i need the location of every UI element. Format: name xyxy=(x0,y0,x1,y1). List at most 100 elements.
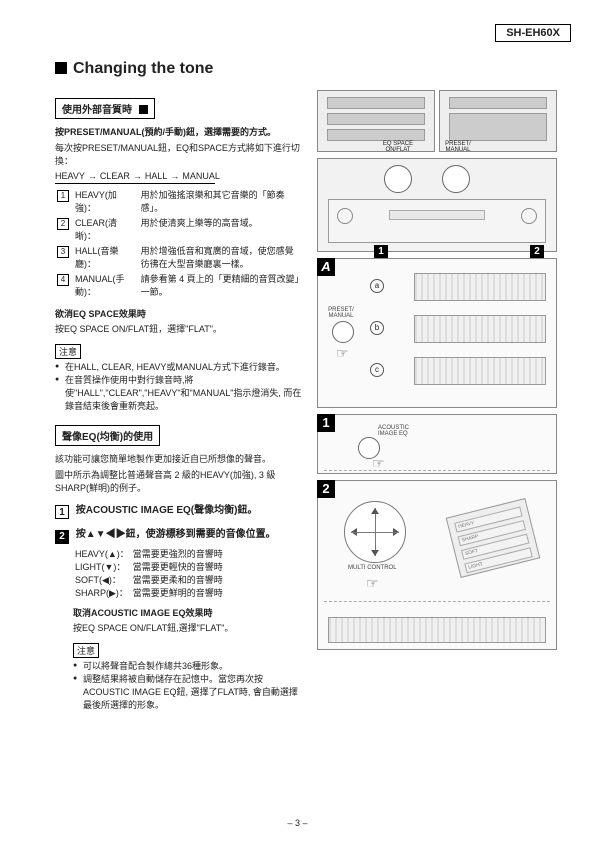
right-column: EQ SPACE ON/FLAT PRESET/ MANUAL 1 2 A a … xyxy=(317,90,557,714)
content-columns: 使用外部音質時 按PRESET/MANUAL(預約/手動)鈕，選擇需要的方式。 … xyxy=(55,90,565,714)
dir-desc: 當需要更柔和的音響時 xyxy=(131,574,225,587)
dir-label: HEAVY(▲)： xyxy=(73,548,131,561)
bottom-eq-strip-icon xyxy=(328,617,546,643)
preset-manual-knob-icon xyxy=(442,165,470,193)
model-number-box: SH-EH60X xyxy=(495,24,571,42)
mode-label: CLEAR(清晰)： xyxy=(73,216,139,244)
table-row: SHARP(▶)：當需要更鮮明的音響時 xyxy=(73,587,225,600)
section1-heading-text: 使用外部音質時 xyxy=(62,105,132,116)
left-arrow-icon xyxy=(351,528,357,536)
dotted-separator-icon xyxy=(324,601,550,602)
list-item: 可以將聲音配合製作總共36種形象。 xyxy=(73,660,303,673)
down-arrow-icon xyxy=(371,550,379,556)
mode-desc: 用於增強低音和寬廣的音域，使您感覺彷彿在大型音樂廳裏一樣。 xyxy=(139,244,303,272)
top-units-illustration xyxy=(317,90,557,152)
eq-strip-a-icon xyxy=(414,273,546,301)
dir-label: SOFT(◀)： xyxy=(73,574,131,587)
title-bullet-icon xyxy=(55,62,67,74)
mode-definitions: 1HEAVY(加強)：用於加強搖滾樂和其它音樂的「節奏感」。 2CLEAR(清晰… xyxy=(55,188,303,300)
circle-a-icon: a xyxy=(370,279,384,293)
step-2-text: 按▲▼◀▶鈕，使游標移到需要的音像位置。 xyxy=(76,529,276,540)
table-row: SOFT(◀)：當需要更柔和的音響時 xyxy=(73,574,225,587)
section2-p2: 圖中所示為調整比普通聲音高 2 級的HEAVY(加強), 3 級SHARP(鮮明… xyxy=(55,469,303,495)
panel-a-label-icon: A xyxy=(317,258,335,276)
mode-desc: 請參看第 4 頁上的「更精細的音質改變」一節。 xyxy=(139,272,303,300)
right-arrow-icon xyxy=(393,528,399,536)
step-1-number-icon: 1 xyxy=(55,505,69,519)
eq-space-knob-icon xyxy=(384,165,412,193)
mode-sequence: HEAVY→CLEAR→HALL→MANUAL xyxy=(55,171,303,184)
panel-a-illustration: A a b c PRESET/ MANUAL ☞ xyxy=(317,258,557,408)
table-row: 1HEAVY(加強)：用於加強搖滾樂和其它音樂的「節奏感」。 xyxy=(55,188,303,216)
title-text: Changing the tone xyxy=(73,60,213,77)
list-item: 調整結果將被自動儲存在記憶中。當您再次按ACOUSTIC IMAGE EQ鈕, … xyxy=(73,673,303,712)
table-row: 4 MANUAL(手動)：請參看第 4 頁上的「更精細的音質改變」一節。 xyxy=(55,272,303,300)
step-2: 2 按▲▼◀▶鈕，使游標移到需要的音像位置。 xyxy=(55,525,303,544)
dir-label: LIGHT(▼)： xyxy=(73,561,131,574)
panel-2-label-icon: 2 xyxy=(317,480,335,498)
notes-list-1: 在HALL, CLEAR, HEAVY或MANUAL方式下進行錄音。 在音質操作… xyxy=(55,361,303,413)
section2-p1: 該功能可讓您簡單地製作更加接近自已所想像的聲音。 xyxy=(55,453,303,466)
direction-modes: HEAVY(▲)：當需要更強烈的音響時 LIGHT(▼)：當需要更輕快的音響時 … xyxy=(73,548,303,712)
mode-desc: 用於使清爽上樂等的高音域。 xyxy=(139,216,303,244)
small-knob-icon xyxy=(521,208,537,224)
receiver-body-icon xyxy=(328,199,546,243)
callout-2-icon: 2 xyxy=(530,245,544,259)
cancel2-heading: 取消ACOUSTIC IMAGE EQ效果時 xyxy=(73,606,303,619)
up-arrow-icon xyxy=(371,508,379,514)
cancel-text: 按EQ SPACE ON/FLAT鈕，選擇"FLAT"。 xyxy=(55,323,303,336)
cancel-heading: 欲消EQ SPACE效果時 xyxy=(55,307,303,320)
multi-control-dpad-icon xyxy=(344,501,406,563)
panel-a-knob-label: PRESET/ MANUAL xyxy=(324,307,358,319)
list-item: 在音質操作使用中對行錄音時,將使"HALL","CLEAR","HEAVY"和"… xyxy=(55,374,303,413)
small-knob-icon xyxy=(337,208,353,224)
direction-table: HEAVY(▲)：當需要更強烈的音響時 LIGHT(▼)：當需要更輕快的音響時 … xyxy=(73,548,225,600)
table-row: 2CLEAR(清晰)：用於使清爽上樂等的高音域。 xyxy=(55,216,303,244)
circle-c-icon: c xyxy=(370,363,384,377)
multi-control-label: MULTI CONTROL xyxy=(348,565,397,571)
section1-text: 每次按PRESET/MANUAL鈕，EQ和SPACE方式將如下進行切換： xyxy=(55,142,303,168)
section1-heading: 使用外部音質時 xyxy=(55,98,155,119)
cancel2-text: 按EQ SPACE ON/FLAT鈕,選擇"FLAT"。 xyxy=(73,622,303,635)
numbox-icon: 3 xyxy=(57,246,69,258)
note-label: 注意 xyxy=(55,344,81,359)
page-title: Changing the tone xyxy=(55,60,565,78)
eq-strip-b-icon xyxy=(414,315,546,343)
dir-desc: 當需要更鮮明的音響時 xyxy=(131,587,225,600)
section2-heading: 聲像EQ(均衡)的使用 xyxy=(55,425,160,446)
page-number: – 3 – xyxy=(0,818,595,828)
table-row: 3 HALL(音樂廳)：用於增強低音和寬廣的音域，使您感覺彷彿在大型音樂廳裏一樣。 xyxy=(55,244,303,272)
dir-label: SHARP(▶)： xyxy=(73,587,131,600)
seq-clear: CLEAR xyxy=(100,171,130,181)
dotted-separator-icon xyxy=(324,470,550,471)
seq-return-line xyxy=(55,183,215,184)
left-column: 使用外部音質時 按PRESET/MANUAL(預約/手動)鈕，選擇需要的方式。 … xyxy=(55,90,303,714)
mode-label: MANUAL(手動)： xyxy=(73,272,139,300)
table-row: HEAVY(▲)：當需要更強烈的音響時 xyxy=(73,548,225,561)
panel-1-label-icon: 1 xyxy=(317,414,335,432)
numbox-icon: 4 xyxy=(57,274,69,286)
mode-desc: 用於加強搖滾樂和其它音樂的「節奏感」。 xyxy=(139,188,303,216)
dir-desc: 當需要更輕快的音響時 xyxy=(131,561,225,574)
heading-square-icon xyxy=(139,105,148,114)
panel-a-knob-icon xyxy=(332,321,354,343)
panel-1-knob-label: ACOUSTIC IMAGE EQ xyxy=(378,425,409,437)
panel-2-illustration: 2 MULTI CONTROL ☞ HEAVY SHARP SOFT LIGHT xyxy=(317,480,557,650)
seq-hall: HALL xyxy=(145,171,168,181)
hand-pointer-icon: ☞ xyxy=(336,345,349,362)
circle-b-icon: b xyxy=(370,321,384,335)
section1-bold: 按PRESET/MANUAL(預約/手動)鈕，選擇需要的方式。 xyxy=(55,126,303,139)
eq-knob-label: EQ SPACE ON/FLAT xyxy=(378,141,418,153)
seq-heavy: HEAVY xyxy=(55,171,85,181)
step-1-text: 按ACOUSTIC IMAGE EQ(聲像均衡)鈕。 xyxy=(76,505,258,516)
dir-desc: 當需要更強烈的音響時 xyxy=(131,548,225,561)
receiver-illustration: EQ SPACE ON/FLAT PRESET/ MANUAL 1 2 xyxy=(317,158,557,252)
step-2-number-icon: 2 xyxy=(55,530,69,544)
panel-1-illustration: 1 ACOUSTIC IMAGE EQ ☞ xyxy=(317,414,557,474)
tilted-display-icon: HEAVY SHARP SOFT LIGHT xyxy=(446,498,541,578)
step-1: 1 按ACOUSTIC IMAGE EQ(聲像均衡)鈕。 xyxy=(55,501,303,519)
hand-pointer-icon: ☞ xyxy=(366,575,379,592)
notes-list-2: 可以將聲音配合製作總共36種形象。 調整結果將被自動儲存在記憶中。當您再次按AC… xyxy=(73,660,303,712)
table-row: LIGHT(▼)：當需要更輕快的音響時 xyxy=(73,561,225,574)
mode-label: HALL(音樂廳)： xyxy=(73,244,139,272)
